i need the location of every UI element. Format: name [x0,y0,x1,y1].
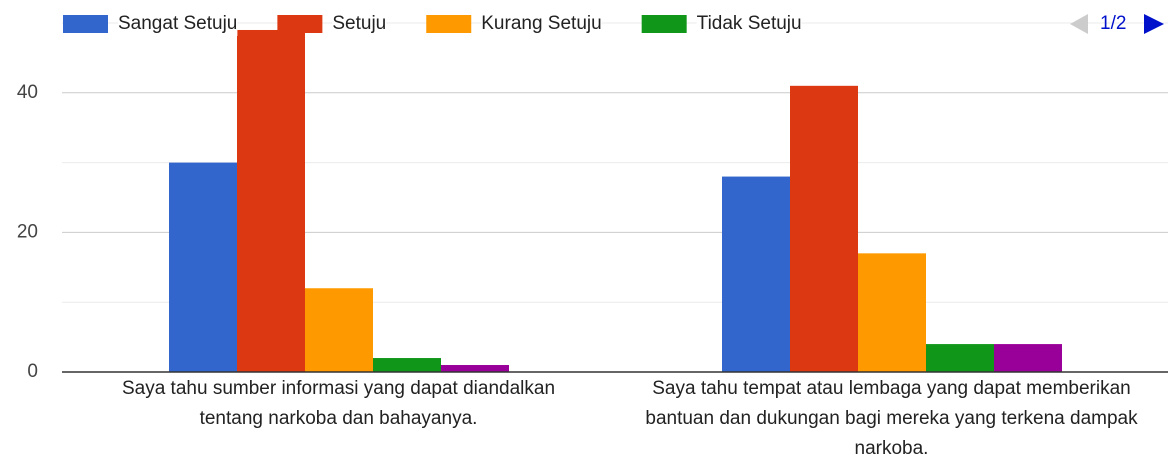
x-tick-label: Saya tahu tempat atau lembaga yang dapat… [645,378,1138,459]
bar [858,253,926,372]
bar [169,162,237,372]
bar [441,365,509,372]
legend-swatch [641,15,687,33]
legend-text-bg [696,12,802,36]
legend-swatch [277,15,323,33]
bar [237,29,305,372]
legend-label: Setuju [332,13,386,34]
legend-prev-arrow[interactable] [1070,14,1088,34]
bar [926,344,994,372]
bar [305,288,373,372]
legend-page: 1/2 [1100,13,1126,34]
legend-next-arrow[interactable] [1144,14,1164,34]
legend-text-bg [481,12,602,36]
y-tick-label: 40 [17,82,38,103]
legend-label: Sangat Setuju [118,13,237,34]
legend-text-bg [118,12,238,36]
bar [722,176,790,372]
legend-swatch [426,15,472,33]
bar [790,85,858,372]
bar [994,344,1062,372]
legend-text-bg [332,12,387,36]
legend-label: Kurang Setuju [481,13,601,34]
y-tick-label: 20 [17,221,38,242]
y-tick-label: 0 [27,361,38,382]
legend-swatch [63,15,108,33]
x-tick-label: Saya tahu sumber informasi yang dapat di… [121,378,556,429]
bar [373,358,441,372]
legend-label: Tidak Setuju [697,13,802,34]
